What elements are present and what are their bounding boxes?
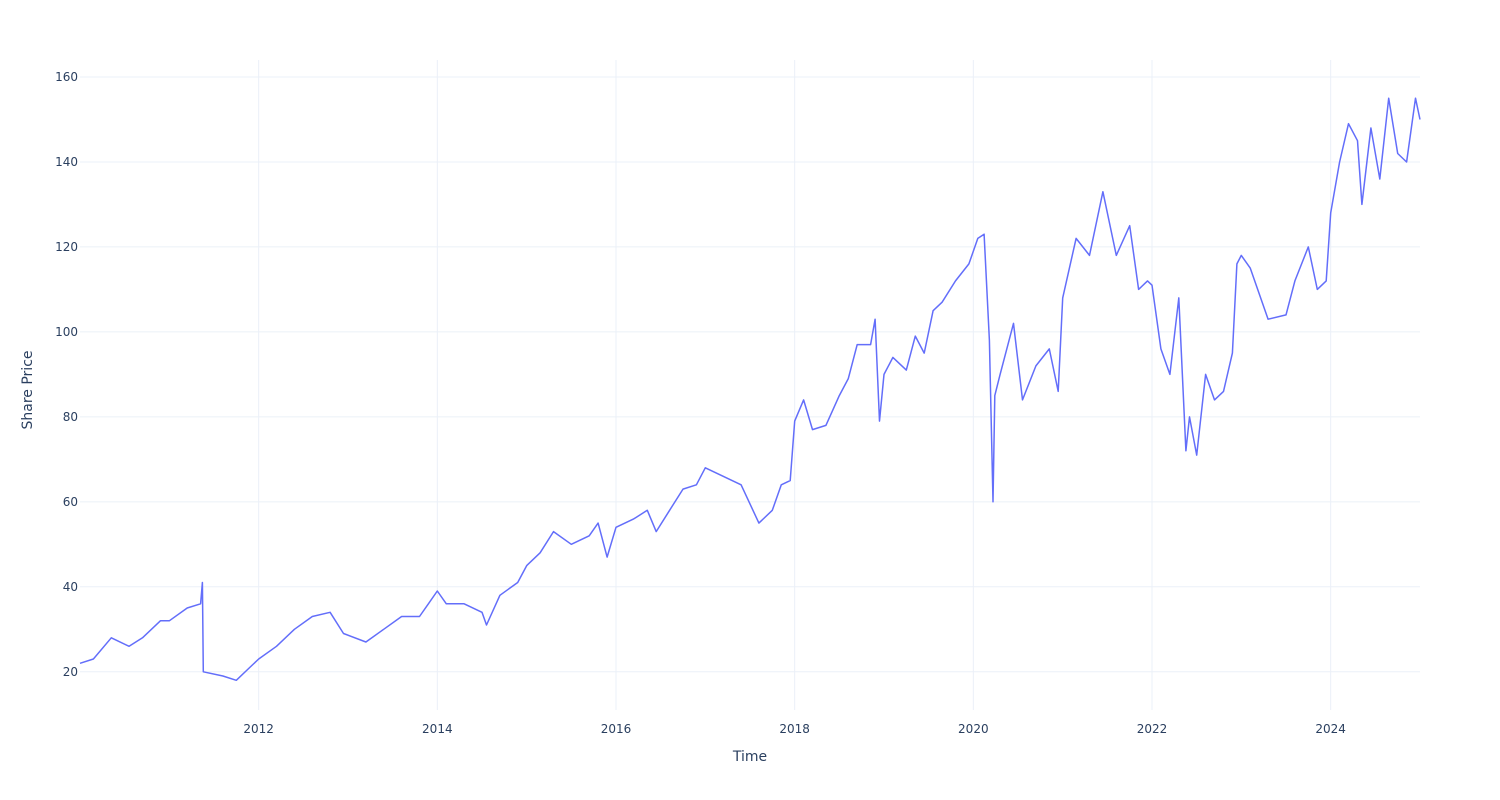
x-tick-label: 2016 bbox=[601, 722, 632, 736]
x-tick-label: 2024 bbox=[1315, 722, 1346, 736]
y-axis-title: Share Price bbox=[20, 350, 36, 429]
series-line bbox=[79, 97, 1421, 682]
x-tick-label: 2018 bbox=[779, 722, 810, 736]
gridlines bbox=[80, 60, 1420, 710]
y-tick-label: 160 bbox=[55, 70, 78, 84]
x-tick-label: 2020 bbox=[958, 722, 989, 736]
y-tick-label: 60 bbox=[63, 495, 78, 509]
x-tick-labels: 2012 2014 2016 2018 2020 2022 2024 bbox=[243, 722, 1346, 736]
x-tick-label: 2014 bbox=[422, 722, 453, 736]
y-tick-label: 140 bbox=[55, 155, 78, 169]
y-tick-label: 80 bbox=[63, 410, 78, 424]
y-tick-labels: 20 40 60 80 100 120 140 160 bbox=[55, 70, 78, 679]
x-tick-label: 2012 bbox=[243, 722, 274, 736]
series-layer bbox=[79, 97, 1421, 682]
x-axis-title: Time bbox=[732, 749, 767, 765]
x-tick-label: 2022 bbox=[1137, 722, 1168, 736]
y-tick-label: 40 bbox=[63, 580, 78, 594]
y-tick-label: 20 bbox=[63, 665, 78, 679]
y-tick-label: 100 bbox=[55, 325, 78, 339]
y-tick-label: 120 bbox=[55, 240, 78, 254]
